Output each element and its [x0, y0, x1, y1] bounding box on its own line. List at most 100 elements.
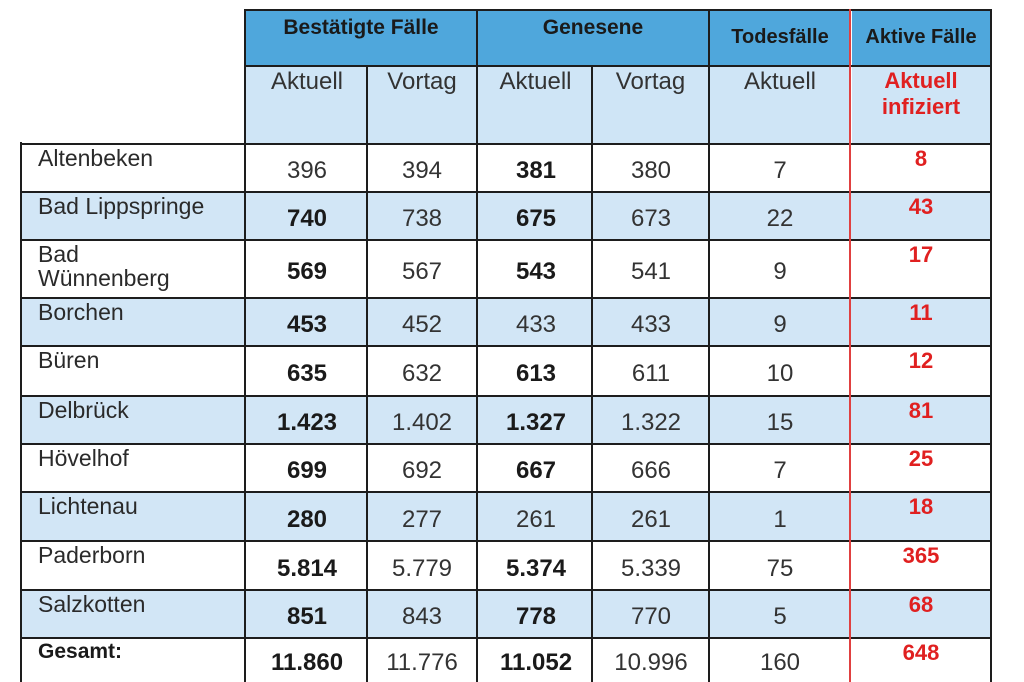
- cell-gen-vor: 673: [630, 205, 672, 232]
- subheader-label: Vortag: [387, 68, 457, 95]
- municipality-name-line: Hövelhof: [38, 445, 129, 471]
- table-row: [22, 144, 990, 192]
- header-genesene: Genesene: [478, 10, 708, 66]
- subheader-label: Aktuell: [884, 68, 958, 93]
- grid-horizontal-line: [20, 143, 992, 145]
- municipality-name-line: Gesamt:: [38, 640, 123, 663]
- header-aktive-faelle: Aktive Fälle: [852, 10, 990, 66]
- cell-aktiv: 648: [902, 640, 940, 665]
- municipality-name-line: Altenbeken: [38, 145, 154, 171]
- cell-aktiv: 43: [908, 194, 934, 219]
- cell-tod: 9: [773, 311, 787, 338]
- cell-best-vor: 11.776: [386, 649, 458, 676]
- cell-aktiv: 17: [908, 242, 934, 267]
- cell-best-vor: 843: [401, 603, 443, 630]
- cell-tod: 22: [766, 205, 794, 232]
- table-row: [22, 492, 990, 541]
- cell-best-vor: 277: [401, 505, 443, 533]
- subheader-genesene-aktuell: Aktuell: [478, 66, 593, 144]
- header-bestaetigte-label: Bestätigte Fälle: [283, 16, 439, 39]
- municipality-name-line: Wünnenberg: [38, 265, 170, 291]
- cell-tod: 7: [773, 157, 787, 184]
- municipality-name-line: Delbrück: [38, 397, 129, 423]
- cell-gen-vor: 433: [630, 311, 672, 338]
- municipality-name: Lichtenau: [38, 494, 138, 518]
- cell-gen-vor: 541: [630, 258, 672, 285]
- cell-best-akt: 569: [286, 258, 328, 285]
- cell-best-akt: 851: [286, 603, 328, 630]
- cell-best-vor: 1.402: [391, 409, 453, 436]
- grid-horizontal-line: [20, 443, 992, 445]
- cell-aktiv: 11: [909, 300, 933, 325]
- municipality-name: Bad Wünnenberg: [38, 242, 170, 290]
- cell-gen-akt: 543: [515, 258, 557, 285]
- cell-gen-vor: 770: [630, 603, 672, 630]
- header-todesfaelle-label: Todesfälle: [731, 26, 829, 48]
- cell-aktiv: 18: [908, 494, 934, 519]
- grid-vertical-line: [366, 65, 368, 682]
- municipality-name: Delbrück: [38, 398, 129, 422]
- grid-horizontal-line: [20, 540, 992, 542]
- cell-aktiv: 8: [914, 146, 928, 171]
- subheader-label: Vortag: [615, 68, 686, 95]
- cell-aktiv: 12: [908, 348, 934, 373]
- cell-best-akt: 5.814: [276, 554, 338, 582]
- cell-best-vor: 567: [401, 258, 443, 285]
- total-row: [22, 638, 990, 682]
- grid-horizontal-line: [20, 239, 992, 241]
- cell-gen-akt: 1.327: [505, 409, 567, 436]
- table-row: [22, 444, 990, 492]
- cell-best-vor: 5.779: [391, 554, 453, 582]
- subheader-aktuell-infiziert: Aktuell infiziert: [852, 66, 990, 144]
- cell-gen-vor: 10.996: [614, 649, 688, 676]
- header-genesene-label: Genesene: [542, 16, 644, 39]
- cell-gen-vor: 666: [630, 457, 672, 484]
- cell-aktiv: 365: [902, 543, 940, 568]
- table-row: [22, 396, 990, 444]
- cell-best-akt: 699: [286, 457, 328, 484]
- table-row: [22, 541, 990, 590]
- grid-vertical-line: [591, 65, 593, 682]
- subheader-label: Aktuell: [270, 68, 344, 95]
- table-row: [22, 298, 990, 346]
- cell-tod: 75: [766, 554, 794, 582]
- cell-aktiv: 68: [908, 592, 934, 617]
- subheader-label: Aktuell: [499, 68, 572, 95]
- municipality-name: Bad Lippspringe: [38, 194, 204, 218]
- grid-horizontal-line: [20, 345, 992, 347]
- municipality-name: Borchen: [38, 300, 124, 324]
- header-todesfaelle: Todesfälle: [710, 10, 850, 66]
- cell-gen-akt: 613: [515, 360, 557, 387]
- cell-tod: 7: [773, 457, 787, 484]
- cell-tod: 160: [759, 649, 801, 676]
- total-label: Gesamt:: [38, 640, 122, 664]
- subheader-bestaetigte-vortag: Vortag: [368, 66, 476, 144]
- subheader-label: Aktuell: [743, 68, 817, 95]
- cell-gen-akt: 261: [515, 505, 557, 533]
- cell-best-vor: 394: [401, 157, 443, 184]
- cell-best-akt: 635: [286, 360, 328, 387]
- grid-horizontal-line: [20, 395, 992, 397]
- subheader-label: infiziert: [881, 94, 961, 119]
- cell-gen-akt: 778: [515, 603, 557, 630]
- cell-best-akt: 280: [286, 505, 328, 533]
- municipality-name-line: Büren: [38, 347, 100, 373]
- subheader-bestaetigte-aktuell: Aktuell: [246, 66, 368, 144]
- table-row: [22, 590, 990, 638]
- cell-best-vor: 738: [401, 205, 443, 232]
- municipality-name-line: Lichtenau: [38, 493, 138, 519]
- cell-best-akt: 453: [286, 311, 328, 338]
- municipality-name: Paderborn: [38, 543, 145, 567]
- table-row: [22, 192, 990, 240]
- cell-tod: 1: [773, 505, 787, 533]
- municipality-name-line: Salzkotten: [38, 591, 146, 617]
- grid-horizontal-line: [20, 491, 992, 493]
- municipality-name-line: Bad: [38, 241, 79, 267]
- cell-gen-akt: 433: [515, 311, 557, 338]
- cell-tod: 9: [773, 258, 787, 285]
- grid-horizontal-line: [20, 637, 992, 639]
- cell-best-vor: 692: [401, 457, 443, 484]
- cell-gen-vor: 380: [630, 157, 672, 184]
- cell-gen-akt: 675: [515, 205, 557, 232]
